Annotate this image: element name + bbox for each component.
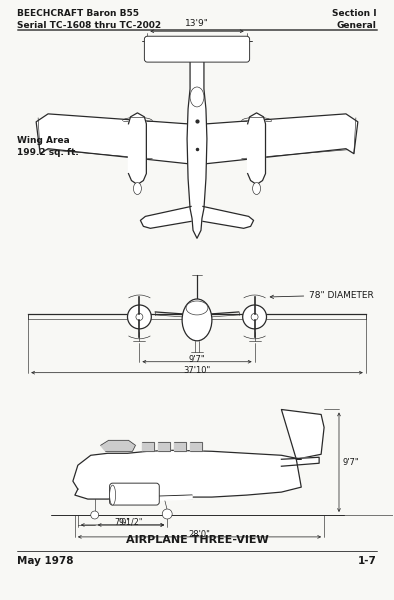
Ellipse shape [243, 305, 266, 329]
Polygon shape [248, 113, 266, 185]
Text: Wing Area
199.2 sq. ft.: Wing Area 199.2 sq. ft. [17, 136, 79, 157]
Ellipse shape [110, 485, 115, 505]
Polygon shape [140, 206, 191, 229]
Text: AIRPLANE THREE-VIEW: AIRPLANE THREE-VIEW [126, 535, 268, 545]
Text: 9'7": 9'7" [189, 355, 205, 364]
Polygon shape [36, 114, 187, 164]
Text: 1-7: 1-7 [358, 556, 377, 566]
Text: May 1978: May 1978 [17, 556, 74, 566]
Text: Section I
General: Section I General [332, 10, 377, 30]
Text: 9'7": 9'7" [343, 458, 360, 467]
Polygon shape [142, 442, 154, 451]
Polygon shape [101, 440, 136, 451]
Ellipse shape [162, 509, 172, 519]
Polygon shape [187, 59, 207, 238]
Polygon shape [190, 442, 202, 451]
Ellipse shape [182, 299, 212, 341]
Ellipse shape [186, 301, 208, 315]
Polygon shape [73, 451, 301, 499]
Polygon shape [158, 442, 170, 451]
Polygon shape [128, 113, 146, 185]
Text: 28'0": 28'0" [189, 530, 210, 539]
Text: 7'0": 7'0" [115, 518, 130, 527]
Ellipse shape [91, 511, 99, 519]
Polygon shape [203, 206, 254, 229]
Polygon shape [281, 409, 324, 459]
Text: 37'10": 37'10" [183, 365, 211, 374]
FancyBboxPatch shape [144, 36, 250, 62]
Text: 13'9": 13'9" [185, 19, 209, 28]
Ellipse shape [190, 87, 204, 107]
Ellipse shape [251, 313, 258, 320]
Ellipse shape [134, 182, 141, 194]
FancyBboxPatch shape [110, 483, 159, 505]
Polygon shape [281, 457, 319, 466]
Ellipse shape [136, 313, 143, 320]
Polygon shape [207, 114, 358, 164]
Ellipse shape [253, 182, 260, 194]
Polygon shape [174, 442, 186, 451]
Ellipse shape [128, 305, 151, 329]
Text: BEECHCRAFT Baron B55
Serial TC-1608 thru TC-2002: BEECHCRAFT Baron B55 Serial TC-1608 thru… [17, 10, 162, 30]
Text: 9-1/2": 9-1/2" [119, 518, 143, 527]
Text: 78" DIAMETER: 78" DIAMETER [270, 290, 374, 299]
Polygon shape [132, 496, 192, 501]
